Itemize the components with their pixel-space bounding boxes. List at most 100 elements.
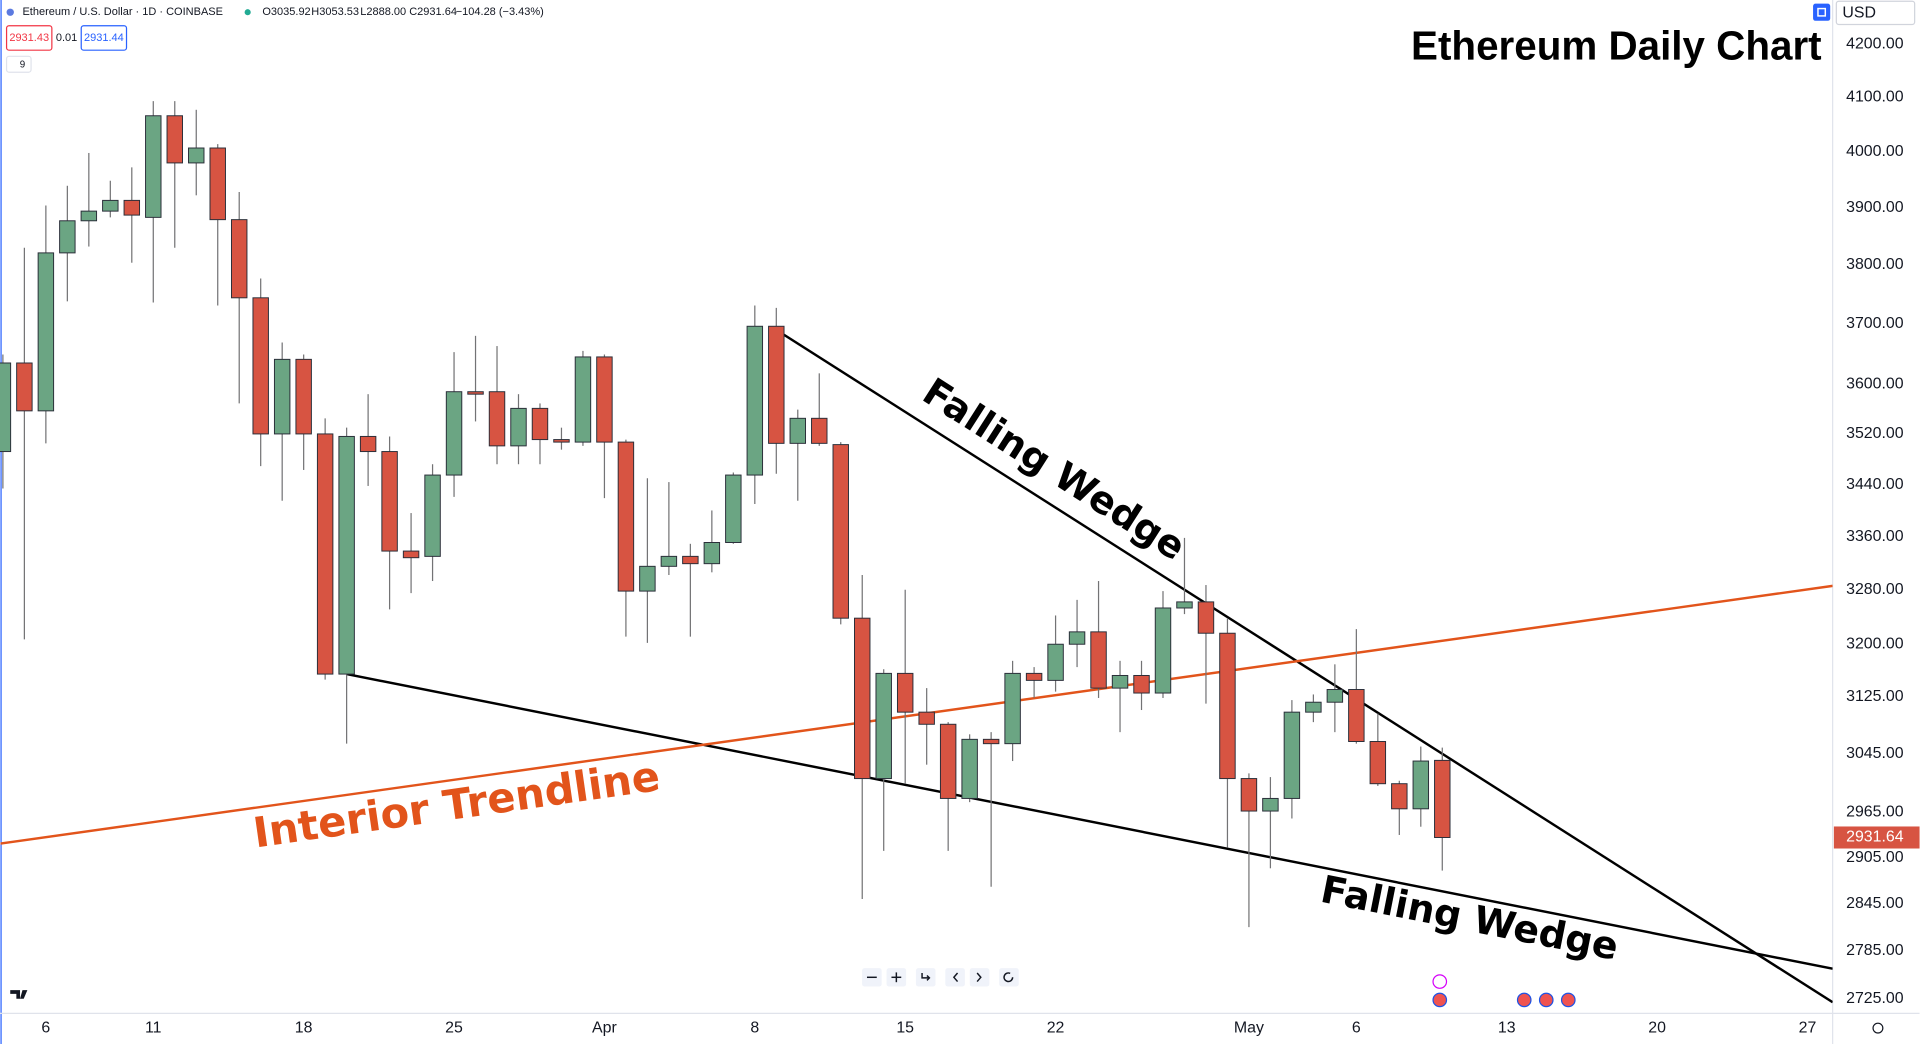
scroll-left[interactable] bbox=[945, 968, 965, 987]
y-tick-label: 2965.00 bbox=[1846, 804, 1904, 821]
event-icon[interactable] bbox=[1538, 992, 1554, 1008]
y-tick-label: 4200.00 bbox=[1846, 35, 1904, 52]
candle-body bbox=[145, 115, 162, 218]
candle-body bbox=[359, 435, 377, 453]
ohlc-low: L2888.00 bbox=[360, 6, 406, 18]
x-tick-label: 22 bbox=[1047, 1019, 1065, 1036]
candle-body bbox=[1391, 783, 1408, 810]
reset-chart[interactable] bbox=[999, 968, 1019, 987]
candle-body bbox=[725, 474, 742, 543]
scroll-right[interactable] bbox=[969, 968, 990, 987]
sell-box[interactable] bbox=[5, 25, 53, 51]
event-icon[interactable] bbox=[1560, 992, 1576, 1008]
event-icon[interactable] bbox=[1432, 974, 1448, 989]
candle-body bbox=[37, 252, 55, 412]
y-tick-label: 3700.00 bbox=[1846, 315, 1904, 332]
x-tick-label: 13 bbox=[1498, 1019, 1516, 1036]
zoom-toolbar bbox=[862, 968, 1019, 987]
candle-body bbox=[230, 219, 248, 299]
candle-body bbox=[1176, 601, 1193, 609]
currency-box[interactable] bbox=[1835, 0, 1916, 26]
candle-body bbox=[854, 617, 871, 780]
y-tick-label: 3520.00 bbox=[1846, 425, 1904, 442]
y-tick-label: 3280.00 bbox=[1846, 581, 1904, 598]
ohlc-change: −104.28 (−3.43%) bbox=[456, 6, 544, 18]
candle-body bbox=[424, 474, 441, 557]
scroll-left-glyph bbox=[952, 972, 959, 983]
candle-body bbox=[531, 407, 549, 441]
indicator-count: 9 bbox=[20, 59, 25, 70]
trendline bbox=[0, 584, 1833, 845]
candle-body bbox=[939, 723, 957, 799]
candle-body bbox=[1219, 632, 1236, 780]
x-tick-label: 20 bbox=[1648, 1019, 1666, 1036]
candle-body bbox=[1240, 778, 1258, 812]
candle-body bbox=[1369, 741, 1387, 785]
candle-body bbox=[1262, 797, 1279, 812]
logo bbox=[10, 990, 28, 999]
buy-box[interactable] bbox=[80, 25, 128, 51]
x-tick-label: 15 bbox=[896, 1019, 914, 1036]
event-icon[interactable] bbox=[1432, 992, 1448, 1008]
ohlc-open: O3035.92 bbox=[262, 6, 310, 18]
candle-body bbox=[832, 444, 849, 619]
settings-icon[interactable] bbox=[1813, 3, 1831, 21]
symbol-icon bbox=[6, 8, 14, 16]
candle-body bbox=[596, 356, 613, 443]
chart-title: Ethereum Daily Chart bbox=[1411, 23, 1822, 69]
y-tick-label: 3125.00 bbox=[1846, 688, 1904, 705]
y-tick-label: 3360.00 bbox=[1846, 528, 1904, 545]
candle-body bbox=[553, 439, 570, 443]
plot-area bbox=[0, 101, 1833, 1004]
candle-body bbox=[875, 672, 892, 780]
candle-body bbox=[811, 417, 828, 444]
x-tick-label: 27 bbox=[1799, 1019, 1817, 1036]
candle-body bbox=[1305, 701, 1322, 713]
candle-body bbox=[703, 542, 721, 565]
candle-body bbox=[467, 391, 484, 395]
candle-body bbox=[1348, 689, 1365, 742]
candle-body bbox=[510, 407, 527, 447]
candle-body bbox=[1090, 631, 1107, 689]
candle-body bbox=[381, 451, 398, 552]
event-icon[interactable] bbox=[1516, 992, 1532, 1008]
candle-body bbox=[1111, 674, 1129, 689]
candle-body bbox=[1133, 674, 1150, 694]
candle-body bbox=[316, 433, 334, 675]
x-tick-label: 6 bbox=[1352, 1019, 1361, 1036]
candle-body bbox=[639, 565, 656, 592]
candle-body bbox=[445, 391, 463, 476]
candle-body bbox=[252, 297, 269, 435]
reset-chart-glyph bbox=[1003, 972, 1014, 983]
y-tick-label: 3800.00 bbox=[1846, 256, 1904, 273]
x-tick-label: Apr bbox=[592, 1019, 617, 1036]
last-price-label: 2931.64 bbox=[1846, 829, 1904, 846]
indicators-toggle[interactable] bbox=[5, 55, 32, 73]
candle-body bbox=[682, 555, 699, 565]
candle-body bbox=[768, 325, 785, 444]
candle-body bbox=[1197, 601, 1215, 634]
ohlc-close: C2931.64 bbox=[409, 6, 457, 18]
candle-body bbox=[617, 441, 635, 592]
candle-body bbox=[746, 325, 764, 476]
x-tick-label: 25 bbox=[445, 1019, 463, 1036]
x-tick-label: May bbox=[1234, 1019, 1264, 1036]
y-tick-label: 3600.00 bbox=[1846, 376, 1904, 393]
candle-body bbox=[209, 147, 226, 221]
candle-body bbox=[1434, 759, 1451, 838]
candle-body bbox=[896, 672, 914, 713]
auto-scale-button[interactable] bbox=[1872, 1022, 1884, 1034]
candle-body bbox=[166, 115, 183, 164]
candle-body bbox=[1283, 711, 1301, 799]
candle-body bbox=[789, 417, 807, 444]
x-tick-label: 11 bbox=[145, 1019, 162, 1036]
x-tick-label: 18 bbox=[295, 1019, 313, 1036]
candle-body bbox=[59, 220, 76, 254]
x-tick-label: 8 bbox=[750, 1019, 759, 1036]
candle-body bbox=[660, 555, 678, 567]
trendline bbox=[346, 672, 1833, 970]
y-tick-label: 4000.00 bbox=[1846, 143, 1904, 160]
candle-body bbox=[295, 358, 312, 435]
y-tick-label: 3200.00 bbox=[1846, 635, 1904, 652]
